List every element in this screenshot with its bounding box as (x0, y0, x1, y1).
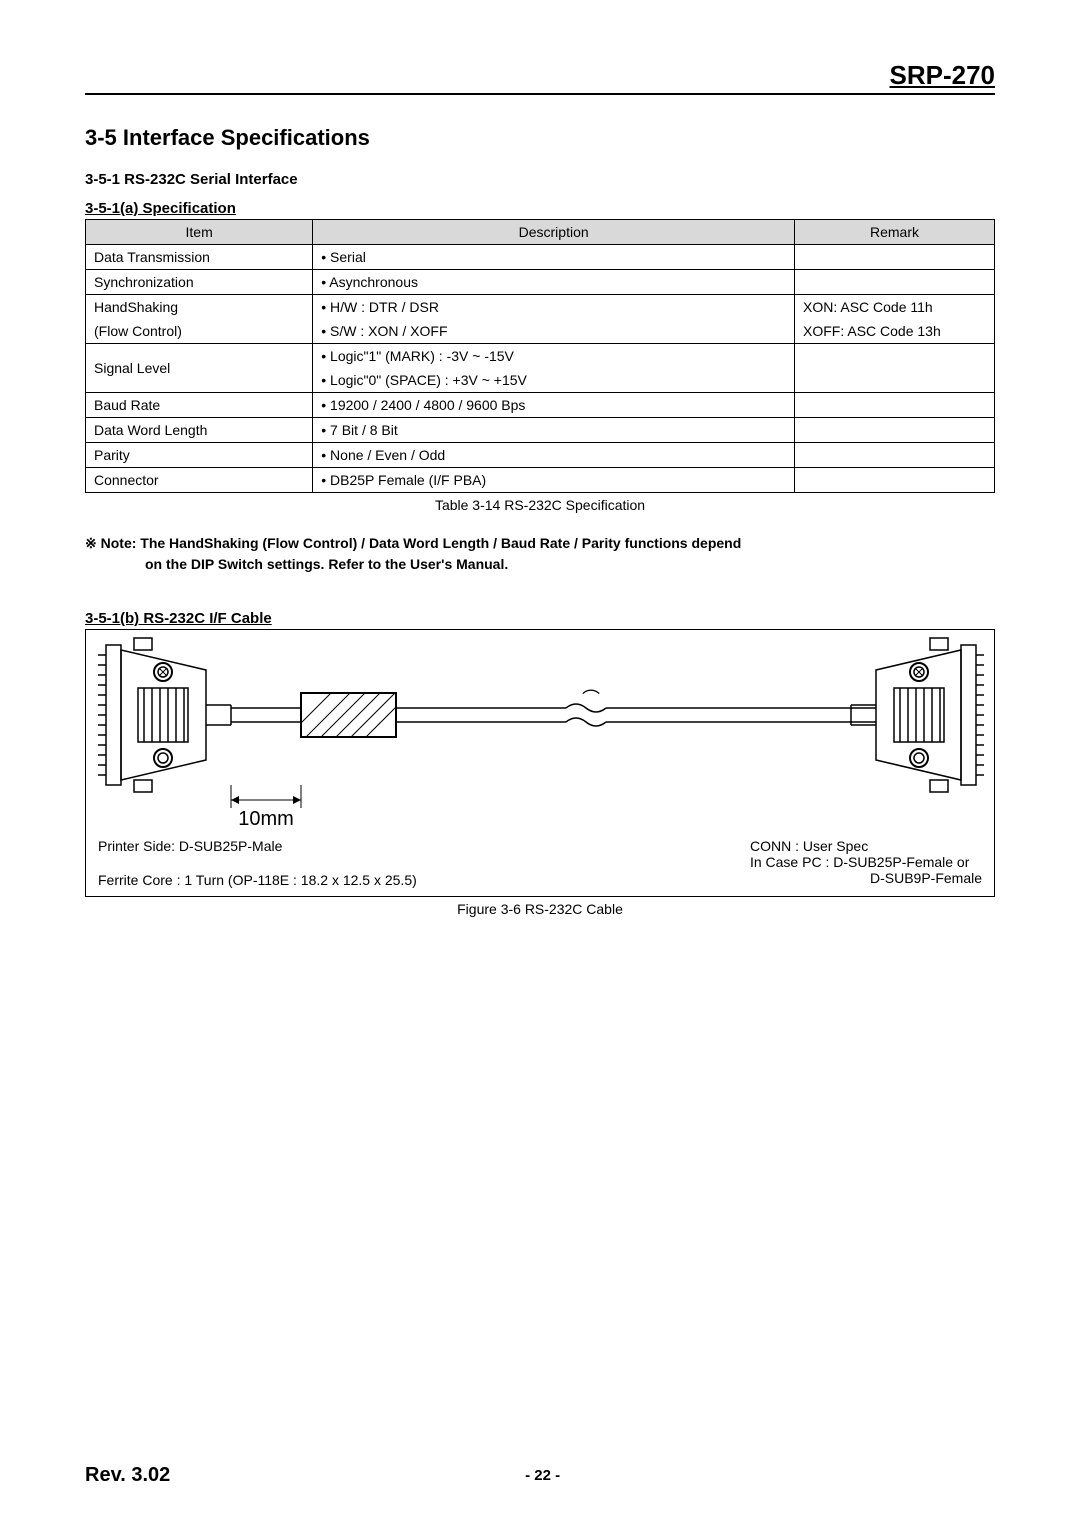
cell-item: Baud Rate (86, 393, 313, 418)
cell-remark (795, 270, 995, 295)
cell-desc: • Logic"1" (MARK) : -3V ~ -15V (313, 344, 795, 369)
spec-table-title: 3-5-1(a) Specification (85, 200, 995, 217)
cell-remark (795, 344, 995, 393)
dsub-label: D-SUB9P-Female (750, 870, 982, 886)
cell-desc: • H/W : DTR / DSR (313, 295, 795, 320)
specification-table: Item Description Remark Data Transmissio… (85, 219, 995, 493)
table-row: Connector • DB25P Female (I/F PBA) (86, 468, 995, 493)
cell-desc: • DB25P Female (I/F PBA) (313, 468, 795, 493)
right-connector-icon (851, 638, 984, 792)
cell-item: Data Word Length (86, 418, 313, 443)
cable-diagram-svg: ⌒ (86, 630, 994, 830)
cable-title: 3-5-1(b) RS-232C I/F Cable (85, 610, 995, 627)
cable-section: 3-5-1(b) RS-232C I/F Cable (85, 610, 995, 917)
cell-text: (Flow Control) (94, 323, 182, 339)
curl-label: ⌒ (582, 689, 600, 709)
cable-break-icon: ⌒ (566, 689, 606, 726)
footer-page-number: - 22 - (525, 1467, 560, 1484)
ferrite-label: Ferrite Core : 1 Turn (OP-118E : 18.2 x … (98, 872, 417, 888)
conn-label: CONN : User Spec (750, 838, 982, 854)
cell-text: XOFF: ASC Code 13h (803, 323, 941, 339)
subsection-title: 3-5-1 RS-232C Serial Interface (85, 171, 995, 188)
table-row: Synchronization • Asynchronous (86, 270, 995, 295)
cell-desc: • 19200 / 2400 / 4800 / 9600 Bps (313, 393, 795, 418)
cable-diagram-container: ⌒ (85, 629, 995, 897)
note-line1: ※ Note: The HandShaking (Flow Control) /… (85, 533, 995, 554)
dimension-label: 10mm (238, 808, 294, 830)
cell-text: XON: ASC Code 11h (803, 299, 933, 315)
cell-remark: XOFF: ASC Code 13h (795, 319, 995, 344)
footer-revision: Rev. 3.02 (85, 1464, 170, 1487)
cell-text: • H/W : DTR / DSR (321, 299, 439, 315)
cell-desc: • S/W : XON / XOFF (313, 319, 795, 344)
cell-remark (795, 245, 995, 270)
table-row: Data Word Length • 7 Bit / 8 Bit (86, 418, 995, 443)
header-description: Description (313, 220, 795, 245)
page-footer: Rev. 3.02 - 22 - (85, 1464, 995, 1487)
cell-item: Signal Level (86, 344, 313, 393)
cell-desc: • Asynchronous (313, 270, 795, 295)
header-item: Item (86, 220, 313, 245)
table-row: Signal Level • Logic"1" (MARK) : -3V ~ -… (86, 344, 995, 369)
table-caption: Table 3-14 RS-232C Specification (85, 497, 995, 513)
figure-caption: Figure 3-6 RS-232C Cable (85, 901, 995, 917)
cell-item: Data Transmission (86, 245, 313, 270)
cell-item: Synchronization (86, 270, 313, 295)
incase-label: In Case PC : D-SUB25P-Female or (750, 854, 982, 870)
table-row: HandShaking • H/W : DTR / DSR XON: ASC C… (86, 295, 995, 320)
cell-desc: • Serial (313, 245, 795, 270)
note-line2: on the DIP Switch settings. Refer to the… (85, 554, 995, 575)
header-title: SRP-270 (890, 60, 996, 90)
cell-item: (Flow Control) (86, 319, 313, 344)
cell-desc: • 7 Bit / 8 Bit (313, 418, 795, 443)
cable-info-right: CONN : User Spec In Case PC : D-SUB25P-F… (750, 838, 982, 888)
dimension-marker: 10mm (231, 785, 301, 830)
cell-remark: XON: ASC Code 11h (795, 295, 995, 320)
left-connector-icon (98, 638, 231, 792)
cell-text: HandShaking (94, 299, 178, 315)
table-row: (Flow Control) • S/W : XON / XOFF XOFF: … (86, 319, 995, 344)
section-title: 3-5 Interface Specifications (85, 125, 995, 151)
cell-remark (795, 468, 995, 493)
table-row: Baud Rate • 19200 / 2400 / 4800 / 9600 B… (86, 393, 995, 418)
page-header: SRP-270 (85, 60, 995, 95)
cell-desc: • Logic"0" (SPACE) : +3V ~ +15V (313, 368, 795, 393)
cell-text: • S/W : XON / XOFF (321, 323, 447, 339)
cell-item: HandShaking (86, 295, 313, 320)
cell-desc: • None / Even / Odd (313, 443, 795, 468)
cable-info-row: Printer Side: D-SUB25P-Male Ferrite Core… (86, 830, 994, 896)
header-remark: Remark (795, 220, 995, 245)
cell-remark (795, 418, 995, 443)
cell-item: Connector (86, 468, 313, 493)
cell-remark (795, 443, 995, 468)
ferrite-core-icon (231, 693, 566, 737)
table-row: Parity • None / Even / Odd (86, 443, 995, 468)
cell-item: Parity (86, 443, 313, 468)
table-row: Data Transmission • Serial (86, 245, 995, 270)
cell-remark (795, 393, 995, 418)
table-header-row: Item Description Remark (86, 220, 995, 245)
printer-side-label: Printer Side: D-SUB25P-Male (98, 838, 417, 854)
cable-info-left: Printer Side: D-SUB25P-Male Ferrite Core… (98, 838, 417, 888)
note-text: ※ Note: The HandShaking (Flow Control) /… (85, 533, 995, 575)
